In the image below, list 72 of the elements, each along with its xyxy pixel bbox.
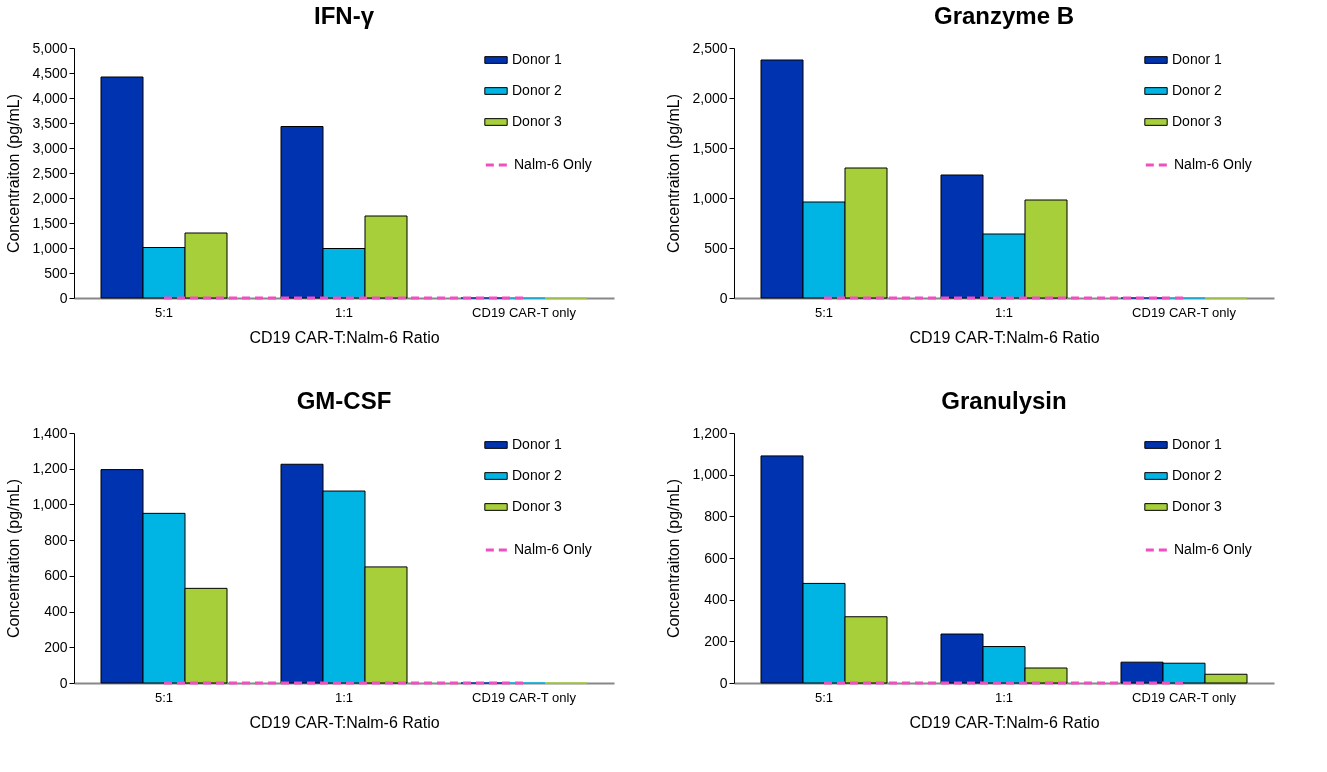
- legend-label: Donor 1: [1172, 436, 1223, 452]
- y-tick-label: 1,000: [692, 466, 728, 483]
- x-tick-label: 5:1: [814, 304, 834, 320]
- legend-label: Donor 3: [1172, 498, 1223, 514]
- y-tick-label: 600: [44, 567, 68, 584]
- y-tick-label: 400: [704, 591, 728, 608]
- y-tick-label: 0: [59, 674, 68, 691]
- y-tick-label: 2,000: [692, 89, 728, 106]
- x-tick-label: 1:1: [334, 304, 354, 320]
- y-tick-label: 600: [704, 549, 728, 566]
- legend-label: Donor 1: [512, 51, 563, 67]
- legend-label: Donor 3: [512, 498, 563, 514]
- chart-title: IFN-γ: [314, 2, 375, 29]
- y-tick-label: 0: [59, 289, 68, 306]
- legend-label: Donor 3: [512, 113, 563, 129]
- y-axis-title: Concentraiton (pg/mL): [5, 478, 23, 639]
- x-tick-label: CD19 CAR-T only: [1132, 689, 1237, 705]
- x-tick-label: 5:1: [154, 304, 174, 320]
- y-axis-title: Concentraiton (pg/mL): [665, 478, 683, 639]
- chart-title: Granulysin: [941, 387, 1067, 414]
- x-axis-title: CD19 CAR-T:Nalm-6 Ratio: [909, 328, 1100, 346]
- y-tick-label: 2,000: [32, 189, 68, 206]
- y-tick-label: 3,500: [32, 114, 68, 131]
- y-axis-title: Concentraiton (pg/mL): [5, 93, 23, 254]
- y-tick-label: 2,500: [692, 39, 728, 56]
- x-axis-title: CD19 CAR-T:Nalm-6 Ratio: [249, 713, 440, 731]
- x-tick-label: 5:1: [814, 689, 834, 705]
- x-tick-label: 1:1: [334, 689, 354, 705]
- y-tick-label: 1,200: [32, 460, 68, 477]
- legend-label: Nalm-6 Only: [514, 541, 592, 557]
- y-tick-label: 200: [704, 632, 728, 649]
- x-tick-label: CD19 CAR-T only: [1132, 304, 1237, 320]
- legend-label: Donor 2: [512, 467, 563, 483]
- x-tick-label: 5:1: [154, 689, 174, 705]
- x-tick-label: CD19 CAR-T only: [472, 689, 577, 705]
- x-axis-title: CD19 CAR-T:Nalm-6 Ratio: [909, 713, 1100, 731]
- legend-label: Donor 2: [1172, 82, 1223, 98]
- y-tick-label: 1,000: [32, 239, 68, 256]
- legend-label: Donor 1: [512, 436, 563, 452]
- legend-label: Donor 3: [1172, 113, 1223, 129]
- y-tick-label: 400: [44, 603, 68, 620]
- y-tick-label: 800: [704, 507, 728, 524]
- y-tick-label: 0: [719, 289, 728, 306]
- y-tick-label: 0: [719, 674, 728, 691]
- x-tick-label: 1:1: [994, 689, 1014, 705]
- y-tick-label: 3,000: [32, 139, 68, 156]
- y-tick-label: 5,000: [32, 39, 68, 56]
- legend-label: Nalm-6 Only: [514, 156, 592, 172]
- x-tick-label: 1:1: [994, 304, 1014, 320]
- legend-label: Donor 2: [1172, 467, 1223, 483]
- chart-title: Granzyme B: [933, 2, 1075, 29]
- y-tick-label: 4,500: [32, 64, 68, 81]
- legend-label: Nalm-6 Only: [1174, 541, 1252, 557]
- y-tick-label: 1,000: [692, 189, 728, 206]
- y-tick-label: 4,000: [32, 89, 68, 106]
- x-tick-label: CD19 CAR-T only: [472, 304, 577, 320]
- y-tick-label: 800: [44, 531, 68, 548]
- y-tick-label: 500: [44, 264, 68, 281]
- y-tick-label: 1,000: [32, 495, 68, 512]
- chart-title: GM-CSF: [296, 387, 392, 414]
- y-tick-label: 1,500: [32, 214, 68, 231]
- y-tick-label: 2,500: [32, 164, 68, 181]
- y-tick-label: 1,200: [692, 424, 728, 441]
- y-tick-label: 500: [704, 239, 728, 256]
- legend-label: Donor 1: [1172, 51, 1223, 67]
- legend-label: Donor 2: [512, 82, 563, 98]
- y-tick-label: 1,500: [692, 139, 728, 156]
- y-axis-title: Concentraiton (pg/mL): [665, 93, 683, 254]
- x-axis-title: CD19 CAR-T:Nalm-6 Ratio: [249, 328, 440, 346]
- legend-label: Nalm-6 Only: [1174, 156, 1252, 172]
- y-tick-label: 1,400: [32, 424, 68, 441]
- y-tick-label: 200: [44, 638, 68, 655]
